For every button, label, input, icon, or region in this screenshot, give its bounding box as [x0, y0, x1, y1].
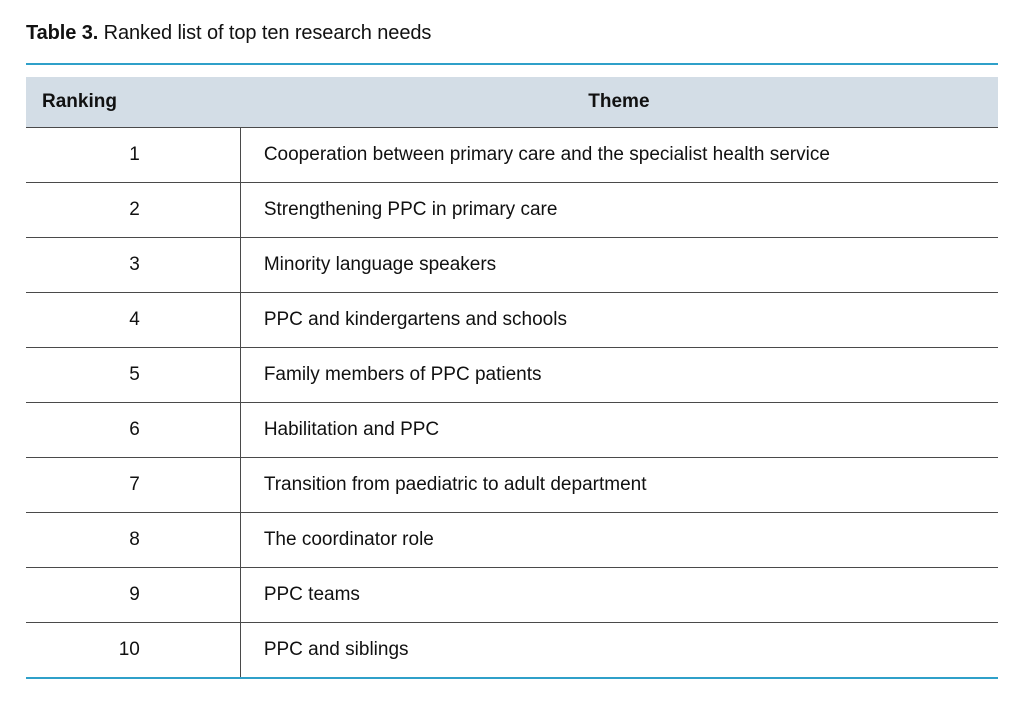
table-row: 9 PPC teams [26, 568, 998, 623]
caption-text: Ranked list of top ten research needs [104, 22, 432, 44]
cell-ranking: 5 [26, 348, 240, 402]
column-header-ranking: Ranking [26, 77, 240, 127]
cell-theme: Family members of PPC patients [240, 348, 998, 402]
table-row: 7 Transition from paediatric to adult de… [26, 458, 998, 513]
cell-theme: Minority language speakers [240, 238, 998, 292]
cell-theme: Cooperation between primary care and the… [240, 128, 998, 182]
research-needs-table: Ranking Theme 1 Cooperation between prim… [26, 63, 998, 679]
cell-ranking: 3 [26, 238, 240, 292]
table-row: 10 PPC and siblings [26, 623, 998, 677]
cell-ranking: 8 [26, 513, 240, 567]
cell-ranking: 10 [26, 623, 240, 677]
cell-theme: Transition from paediatric to adult depa… [240, 458, 998, 512]
table-row: 3 Minority language speakers [26, 238, 998, 293]
table-row: 4 PPC and kindergartens and schools [26, 293, 998, 348]
table-row: 1 Cooperation between primary care and t… [26, 128, 998, 183]
table-caption: Table 3. Ranked list of top ten research… [26, 22, 998, 45]
table-row: 5 Family members of PPC patients [26, 348, 998, 403]
table-header-row: Ranking Theme [26, 77, 998, 128]
cell-theme: Strengthening PPC in primary care [240, 183, 998, 237]
cell-ranking: 2 [26, 183, 240, 237]
cell-theme: PPC teams [240, 568, 998, 622]
caption-label: Table 3. [26, 22, 98, 44]
cell-theme: The coordinator role [240, 513, 998, 567]
table-row: 8 The coordinator role [26, 513, 998, 568]
table-row: 6 Habilitation and PPC [26, 403, 998, 458]
cell-theme: PPC and kindergartens and schools [240, 293, 998, 347]
cell-ranking: 9 [26, 568, 240, 622]
column-header-theme: Theme [240, 77, 998, 127]
cell-ranking: 1 [26, 128, 240, 182]
cell-ranking: 6 [26, 403, 240, 457]
cell-ranking: 4 [26, 293, 240, 347]
table-row: 2 Strengthening PPC in primary care [26, 183, 998, 238]
cell-theme: Habilitation and PPC [240, 403, 998, 457]
cell-theme: PPC and siblings [240, 623, 998, 677]
table-container: Table 3. Ranked list of top ten research… [0, 0, 1024, 701]
cell-ranking: 7 [26, 458, 240, 512]
